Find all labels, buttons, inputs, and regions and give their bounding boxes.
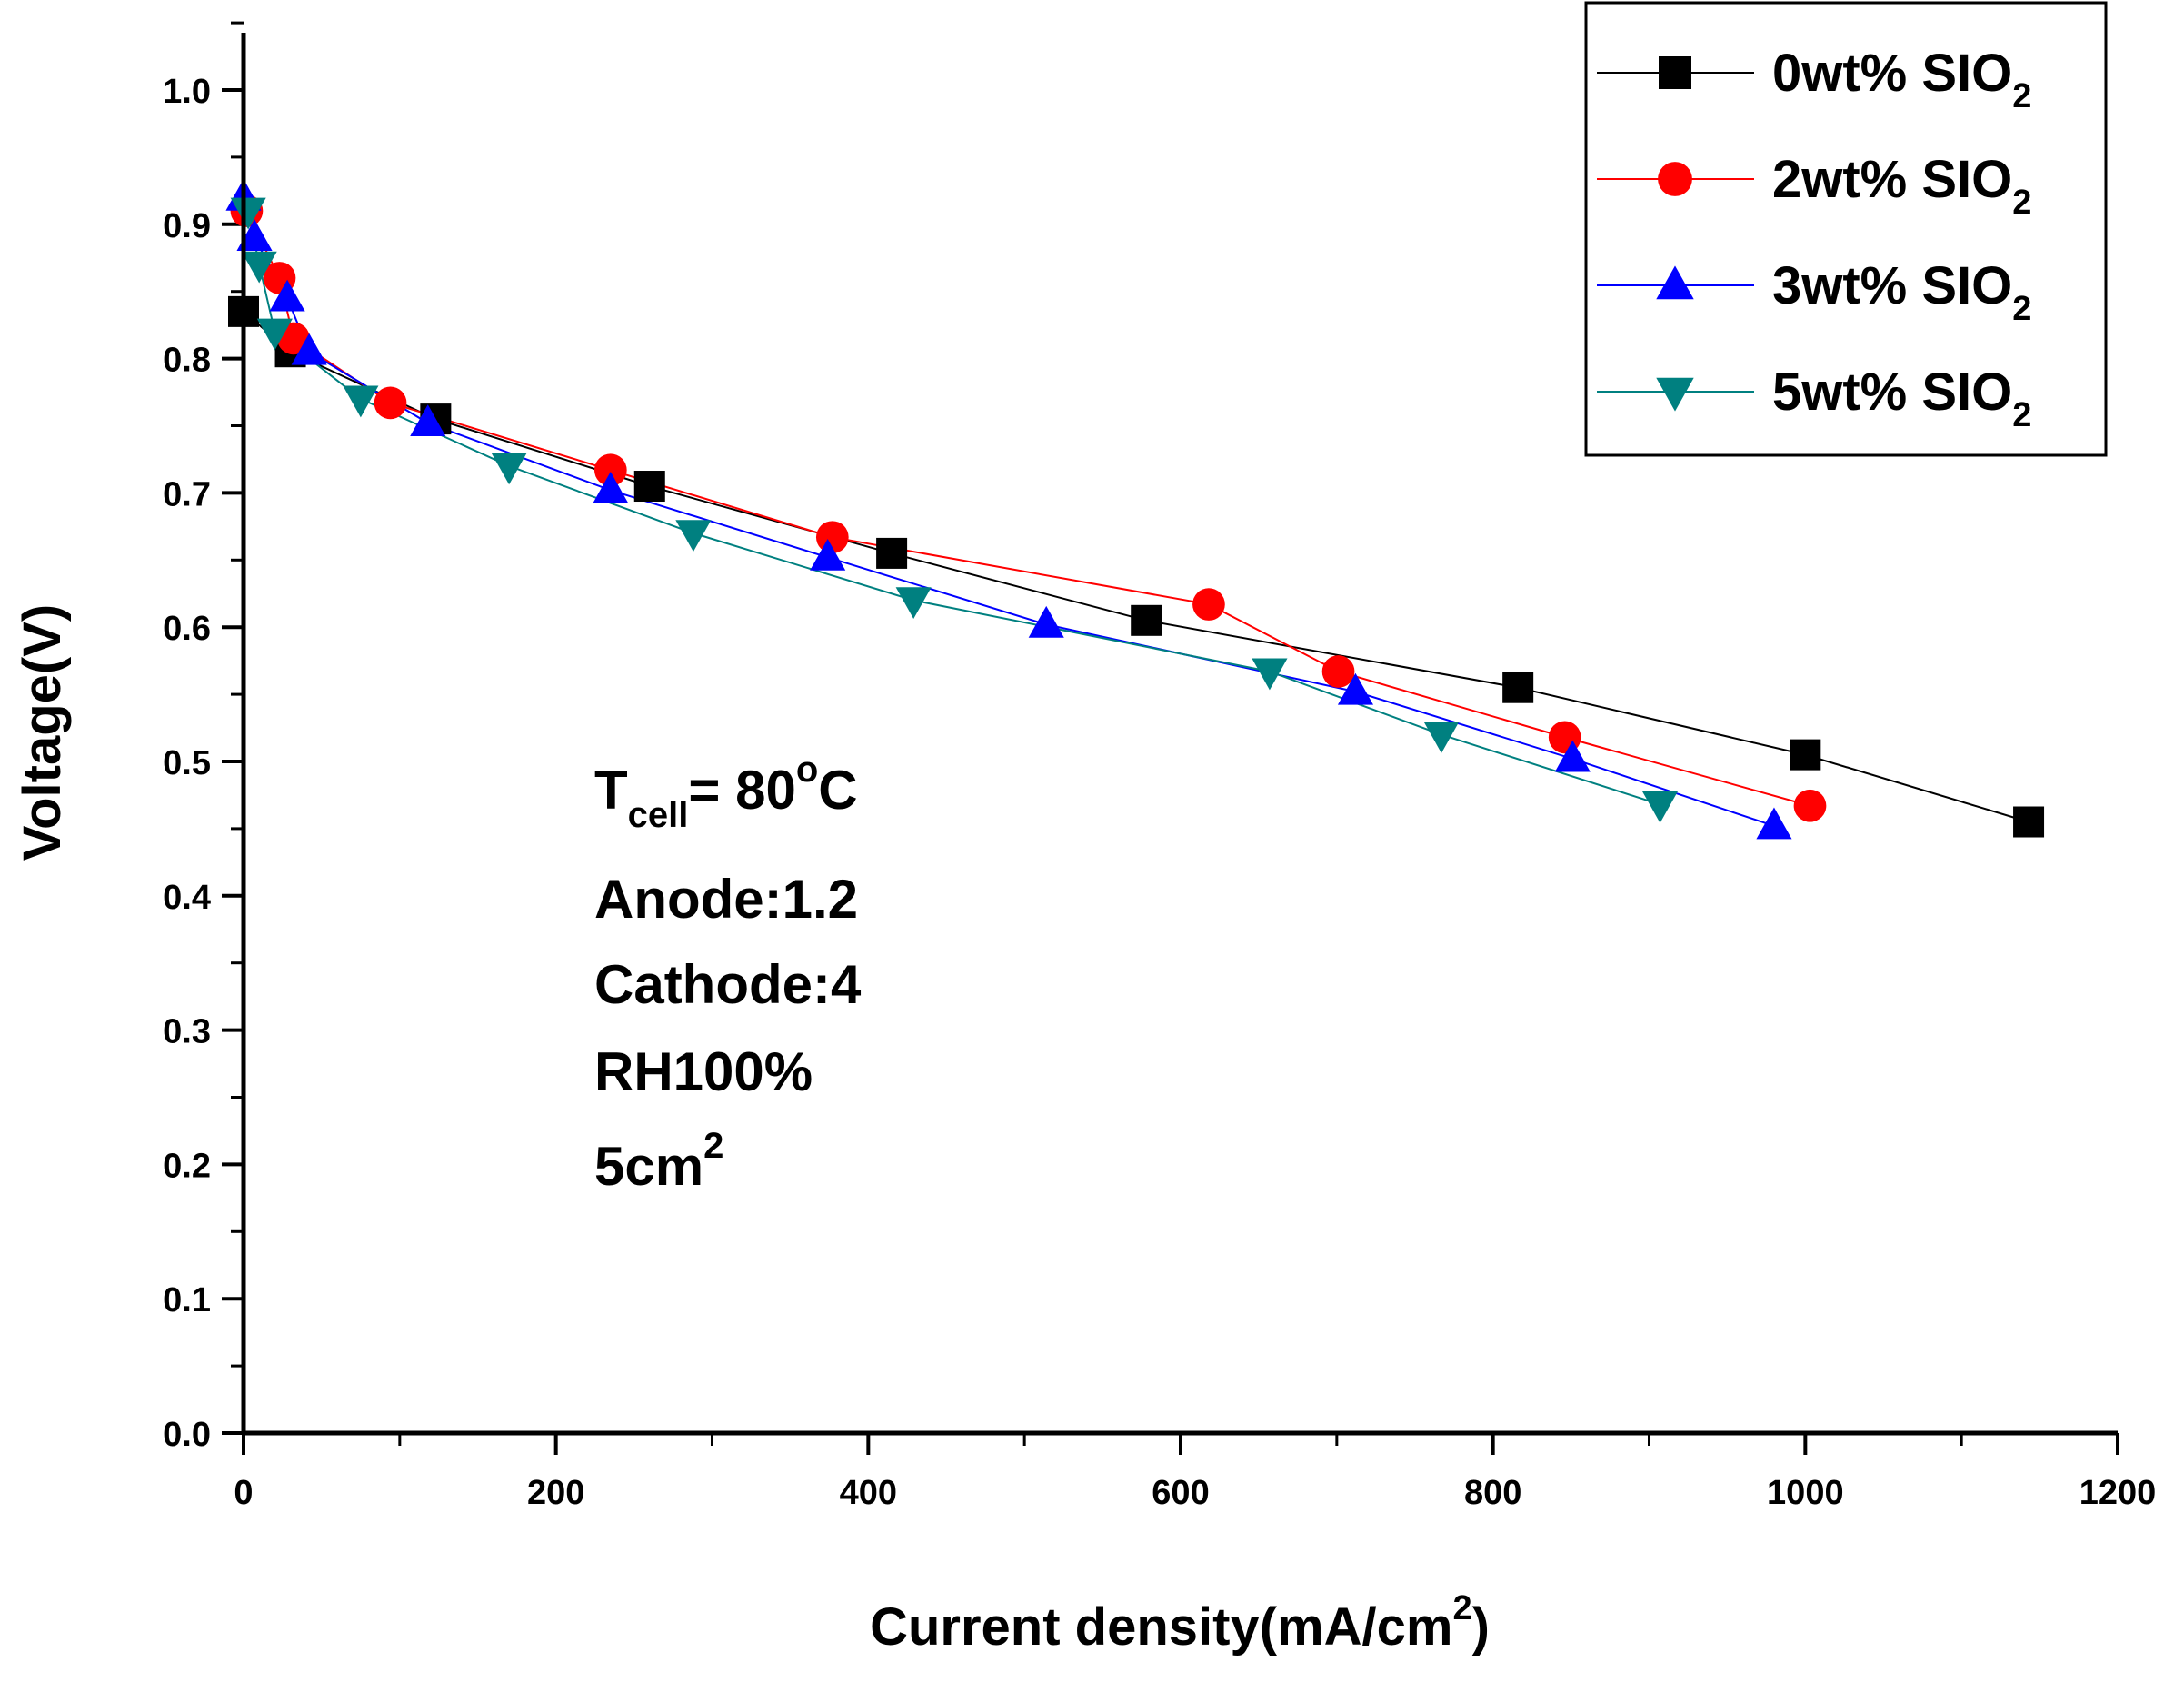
data-point (343, 385, 379, 418)
data-point (241, 251, 277, 284)
data-point (1756, 807, 1792, 840)
data-point (374, 386, 407, 420)
data-point (675, 520, 712, 552)
data-point (230, 197, 266, 230)
data-point (895, 587, 932, 620)
y-tick-label: 0.2 (163, 1147, 211, 1185)
annotation-temperature: Tcell= 80oC (594, 750, 858, 835)
legend-label: 5wt% SIO2 (1772, 363, 2031, 434)
data-point (256, 318, 293, 351)
legend-label: 2wt% SIO2 (1772, 150, 2031, 222)
annotation-rh: RH100% (594, 1041, 813, 1102)
x-tick-label: 1200 (2079, 1474, 2157, 1512)
y-tick-label: 0.9 (163, 207, 211, 245)
legend-marker (1656, 377, 1694, 412)
data-point (593, 453, 627, 487)
x-tick-label: 600 (1152, 1474, 1209, 1512)
y-tick-label: 1.0 (163, 73, 211, 111)
x-tick-label: 200 (527, 1474, 584, 1512)
y-tick-label: 0.0 (163, 1416, 211, 1454)
data-point (1192, 588, 1225, 621)
x-axis-title: Current density(mA/cm2) (870, 1589, 1490, 1657)
x-tick-label: 800 (1464, 1474, 1521, 1512)
data-point (2013, 806, 2045, 838)
y-tick-label: 0.6 (163, 610, 211, 648)
data-point (410, 404, 446, 436)
data-point (269, 279, 305, 312)
data-point (1321, 655, 1355, 688)
annotation-anode: Anode:1.2 (594, 869, 858, 930)
annotation-area: 5cm2 (594, 1126, 723, 1197)
y-tick-label: 0.1 (163, 1281, 211, 1319)
data-point (491, 453, 527, 485)
data-point (1423, 721, 1460, 753)
data-point (1131, 604, 1162, 636)
markers-layer (225, 178, 2045, 840)
data-point (291, 333, 327, 365)
x-tick-label: 1000 (1767, 1474, 1844, 1512)
data-point (1502, 672, 1534, 703)
legend-label: 3wt% SIO2 (1772, 256, 2031, 328)
legend-marker (1659, 56, 1691, 89)
data-point (876, 537, 908, 569)
data-point (1252, 658, 1288, 691)
y-tick-label: 0.3 (163, 1013, 211, 1051)
y-tick-label: 0.7 (163, 475, 211, 513)
y-axis-title: Voltage(V) (13, 604, 72, 861)
data-point (593, 472, 629, 503)
annotation-cathode: Cathode:4 (594, 954, 862, 1015)
legend-entries: 0wt% SIO2 2wt% SIO2 3wt% SIO2 5wt% SIO2 (1597, 44, 2031, 434)
data-point (810, 538, 846, 571)
conditions-annotation: Tcell= 80oC Anode:1.2 Cathode:4 RH100% 5… (594, 750, 862, 1197)
series-line-1 (245, 210, 1810, 807)
legend-label: 0wt% SIO2 (1772, 44, 2031, 115)
data-point (633, 471, 665, 503)
data-point (1554, 740, 1591, 772)
data-point (1641, 791, 1679, 823)
x-tick-label: 400 (840, 1474, 897, 1512)
legend: 0wt% SIO2 2wt% SIO2 3wt% SIO2 5wt% SIO2 (1584, 1, 2108, 457)
data-point (1028, 605, 1064, 638)
legend-marker (1656, 265, 1694, 300)
data-point (1337, 672, 1374, 705)
data-point (1793, 789, 1827, 822)
legend-marker (1658, 162, 1692, 196)
y-tick-label: 0.8 (163, 342, 211, 380)
y-tick-label: 0.4 (163, 879, 211, 917)
y-tick-label: 0.5 (163, 744, 211, 782)
data-point (1790, 739, 1821, 771)
x-tick-label: 0 (234, 1474, 253, 1512)
series-line-3 (247, 210, 1660, 806)
